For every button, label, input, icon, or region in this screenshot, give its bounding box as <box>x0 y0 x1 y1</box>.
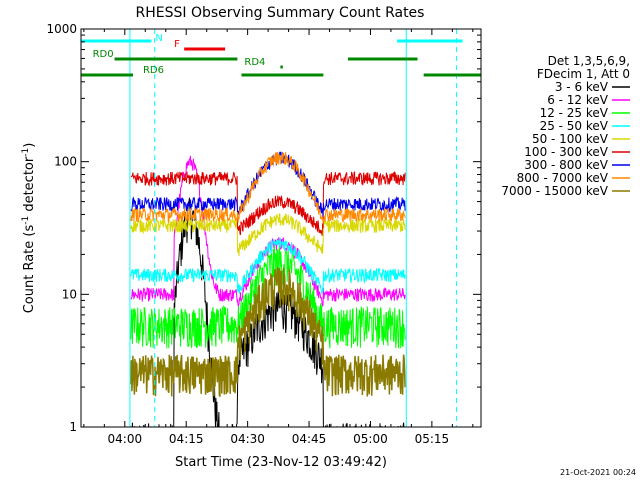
flag-label-RD4: RD4 <box>244 57 265 68</box>
flag-label-RD0: RD0 <box>93 49 114 60</box>
x-tick-label-4: 05:00 <box>353 432 388 446</box>
legend-entry-7: 800 - 7000 keV <box>517 171 609 185</box>
x-tick-label-2: 04:30 <box>230 432 265 446</box>
series-line-300-800keV <box>130 151 406 217</box>
y-tick-label-1: 10 <box>62 287 77 301</box>
legend-header-2: FDecim 1, Att 0 <box>537 67 630 81</box>
legend-entry-8: 7000 - 15000 keV <box>501 184 608 198</box>
legend-entry-3: 25 - 50 keV <box>540 119 609 133</box>
legend-entry-2: 12 - 25 keV <box>540 106 609 120</box>
legend-entry-6: 300 - 800 keV <box>524 158 608 172</box>
y-axis-label: Count Rate (s-1 detector-1) <box>21 143 37 314</box>
axes: 04:00 04:15 04:30 04:45 05:00 05:15 1 10 100 1000 <box>46 22 481 446</box>
timestamp: 21-Oct-2021 00:24 <box>560 468 636 477</box>
plot-area: N F RD0 RD4 RD6 <box>81 29 481 427</box>
series-line-7000-15000keV <box>130 267 406 397</box>
legend-entry-4: 50 - 100 keV <box>532 132 609 146</box>
y-tick-label-0: 1 <box>69 420 77 434</box>
legend-entry-5: 100 - 300 keV <box>524 145 608 159</box>
x-tick-label-0: 04:00 <box>108 432 143 446</box>
x-axis-label: Start Time (23-Nov-12 03:49:42) <box>175 455 387 470</box>
series-group: N F RD0 RD4 RD6 <box>81 29 481 427</box>
y-tick-label-2: 100 <box>54 155 77 169</box>
series-line-100-300keV <box>130 170 406 236</box>
legend-entry-1: 6 - 12 keV <box>547 93 609 107</box>
series-line-800-7000keV <box>130 151 406 224</box>
chart-title: RHESSI Observing Summary Count Rates <box>136 5 425 21</box>
flag-label-F: F <box>174 39 180 50</box>
series-line-12-25keV <box>130 245 406 349</box>
series-line-25-50keV <box>130 237 406 295</box>
y-tick-label-3: 1000 <box>46 22 77 36</box>
legend-header-1: Det 1,3,5,6,9, <box>548 54 630 68</box>
flag-label-RD6: RD6 <box>143 65 164 76</box>
flag-label-N: N <box>155 33 162 44</box>
x-tick-label-5: 05:15 <box>415 432 450 446</box>
x-tick-label-3: 04:45 <box>292 432 327 446</box>
legend: Det 1,3,5,6,9, FDecim 1, Att 0 3 - 6 keV… <box>501 54 630 198</box>
x-tick-label-1: 04:15 <box>169 432 204 446</box>
series-line-3-6keV <box>131 197 405 427</box>
legend-entry-0: 3 - 6 keV <box>555 80 609 94</box>
plot-frame <box>80 28 482 428</box>
